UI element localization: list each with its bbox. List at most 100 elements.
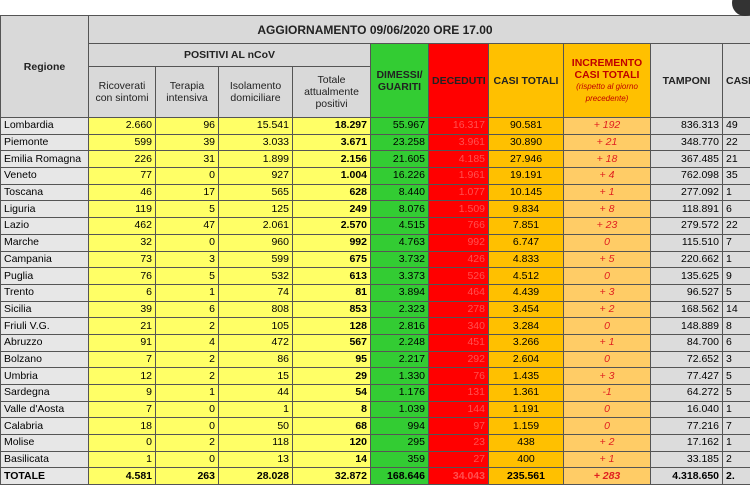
table-cell: 8.440 [370,183,429,202]
table-cell: 5 [155,200,219,219]
table-cell: 532 [218,267,293,285]
table-row: Friuli V.G. 21 2 105 128 2.816 340 3.284 0 148.88… [0,317,750,335]
table-cell: 17 [155,183,219,202]
table-cell: 35 [722,167,750,185]
table-cell: 0 [155,167,219,185]
table-cell: 472 [218,333,293,352]
table-cell: 2 [155,367,219,385]
table-cell: 39 [88,300,156,319]
table-cell: 1.961 [428,167,489,185]
table-cell: 18 [88,417,156,436]
table-cell: 2. [722,467,750,486]
region-name: TOTALE [0,467,89,486]
table-cell: + 2 [563,434,651,452]
table-cell: 7 [722,233,750,252]
table-cell: 451 [428,333,489,352]
column-header: DIMESSI/ GUARITI [370,43,429,118]
table-cell: 5 [722,367,750,385]
table-cell: 1 [155,283,219,302]
table-cell: 853 [292,300,371,319]
table-cell: 4 [155,333,219,352]
column-header: INCREMENTO CASI TOTALI (rispetto al giorn… [563,43,651,118]
region-name: Bolzano [0,350,89,369]
table-cell: + 18 [563,150,651,169]
table-cell: 2.660 [88,117,156,135]
table-cell: 2 [155,317,219,335]
table-cell: 1 [722,400,750,419]
table-cell: 14 [722,300,750,319]
table-row: Marche 32 0 960 992 4.763 992 6.747 0 115.510 7 [0,233,750,252]
table-cell: + 1 [563,333,651,352]
table-row: Molise 0 2 118 120 295 23 438 + 2 17.162 1 [0,434,750,452]
table-cell: 86 [218,350,293,369]
region-name: Marche [0,233,89,252]
table-cell: + 5 [563,250,651,269]
table-cell: 16.226 [370,167,429,185]
close-button[interactable] [732,0,750,16]
table-cell: 7 [722,417,750,436]
table-cell: 3.266 [488,333,564,352]
table-cell: -1 [563,384,651,402]
table-cell: 9.834 [488,200,564,219]
table-cell: + 1 [563,183,651,202]
table-cell: 131 [428,384,489,402]
table-cell: + 21 [563,133,651,152]
region-name: Emilia Romagna [0,150,89,169]
table-cell: 21 [722,150,750,169]
table-cell: 613 [292,267,371,285]
table-cell: 1.509 [428,200,489,219]
column-header: DECEDUTI [428,43,489,118]
table-cell: 2.248 [370,333,429,352]
table-row: Trento 6 1 74 81 3.894 464 4.439 + 3 96.527 5 [0,283,750,302]
column-header: Terapia intensiva [155,66,219,118]
table-cell: 1.176 [370,384,429,402]
table-cell: 994 [370,417,429,436]
table-cell: 6 [722,333,750,352]
table-cell: 2.816 [370,317,429,335]
region-name: Lombardia [0,117,89,135]
table-cell: 5 [722,283,750,302]
region-name: Piemonte [0,133,89,152]
region-name: Trento [0,283,89,302]
table-cell: 8 [722,317,750,335]
table-cell: 49 [722,117,750,135]
table-row: Veneto 77 0 927 1.004 16.226 1.961 19.191 + 4 762… [0,167,750,185]
table-cell: 16.317 [428,117,489,135]
table-row: Basilicata 1 0 13 14 359 27 400 + 1 33.185 2 [0,450,750,469]
table-row: Sicilia 39 6 808 853 2.323 278 3.454 + 2 168.562 1… [0,300,750,319]
table-cell: 115.510 [650,233,723,252]
table-cell: 15.541 [218,117,293,135]
table-cell: 2.570 [292,217,371,235]
table-cell: 148.889 [650,317,723,335]
table-cell: 105 [218,317,293,335]
table-cell: 8 [292,400,371,419]
table-cell: 628 [292,183,371,202]
table-cell: 4.833 [488,250,564,269]
table-cell: 4.185 [428,150,489,169]
table-cell: 125 [218,200,293,219]
table-cell: 992 [428,233,489,252]
table-cell: 0 [563,417,651,436]
table-cell: 762.098 [650,167,723,185]
table-cell: 8.076 [370,200,429,219]
table-cell: 0 [155,417,219,436]
table-cell: 120 [292,434,371,452]
table-row: Emilia Romagna 226 31 1.899 2.156 21.605 4.185… [0,150,750,169]
table-cell: 4.515 [370,217,429,235]
table-cell: 3.671 [292,133,371,152]
table-cell: 28.028 [218,467,293,486]
table-row: Sardegna 9 1 44 54 1.176 131 1.361 -1 64.272 5 [0,384,750,402]
table-cell: 1.004 [292,167,371,185]
table-cell: 1 [722,183,750,202]
region-header: Regione [0,15,89,118]
table-cell: 50 [218,417,293,436]
table-cell: 960 [218,233,293,252]
region-name: Sardegna [0,384,89,402]
table-cell: 22 [722,217,750,235]
table-cell: 1.361 [488,384,564,402]
table-cell: 118.891 [650,200,723,219]
table-cell: 3.732 [370,250,429,269]
table-cell: 90.581 [488,117,564,135]
table-cell: 77.216 [650,417,723,436]
